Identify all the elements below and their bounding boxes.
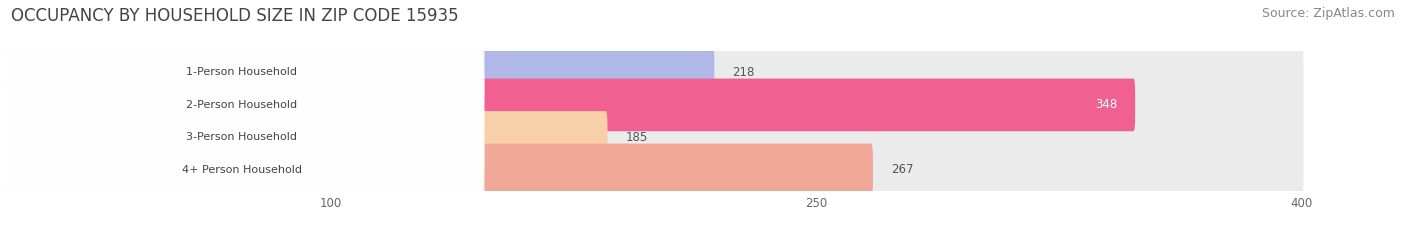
Text: 348: 348: [1095, 98, 1118, 111]
Text: 185: 185: [626, 131, 648, 144]
Text: 267: 267: [891, 163, 914, 176]
FancyBboxPatch shape: [6, 46, 1303, 99]
Text: 3-Person Household: 3-Person Household: [186, 132, 297, 142]
Text: Source: ZipAtlas.com: Source: ZipAtlas.com: [1261, 7, 1395, 20]
FancyBboxPatch shape: [6, 111, 1303, 164]
FancyBboxPatch shape: [6, 81, 485, 194]
FancyBboxPatch shape: [6, 114, 485, 226]
Text: 1-Person Household: 1-Person Household: [186, 67, 297, 77]
Text: 2-Person Household: 2-Person Household: [186, 100, 297, 110]
FancyBboxPatch shape: [6, 16, 485, 129]
FancyBboxPatch shape: [6, 144, 1303, 196]
FancyBboxPatch shape: [6, 79, 1303, 131]
FancyBboxPatch shape: [6, 144, 873, 196]
Text: 4+ Person Household: 4+ Person Household: [181, 165, 302, 175]
FancyBboxPatch shape: [6, 79, 1135, 131]
FancyBboxPatch shape: [6, 111, 607, 164]
Text: 218: 218: [733, 66, 755, 79]
FancyBboxPatch shape: [6, 46, 714, 99]
Text: OCCUPANCY BY HOUSEHOLD SIZE IN ZIP CODE 15935: OCCUPANCY BY HOUSEHOLD SIZE IN ZIP CODE …: [11, 7, 458, 25]
FancyBboxPatch shape: [6, 48, 485, 161]
